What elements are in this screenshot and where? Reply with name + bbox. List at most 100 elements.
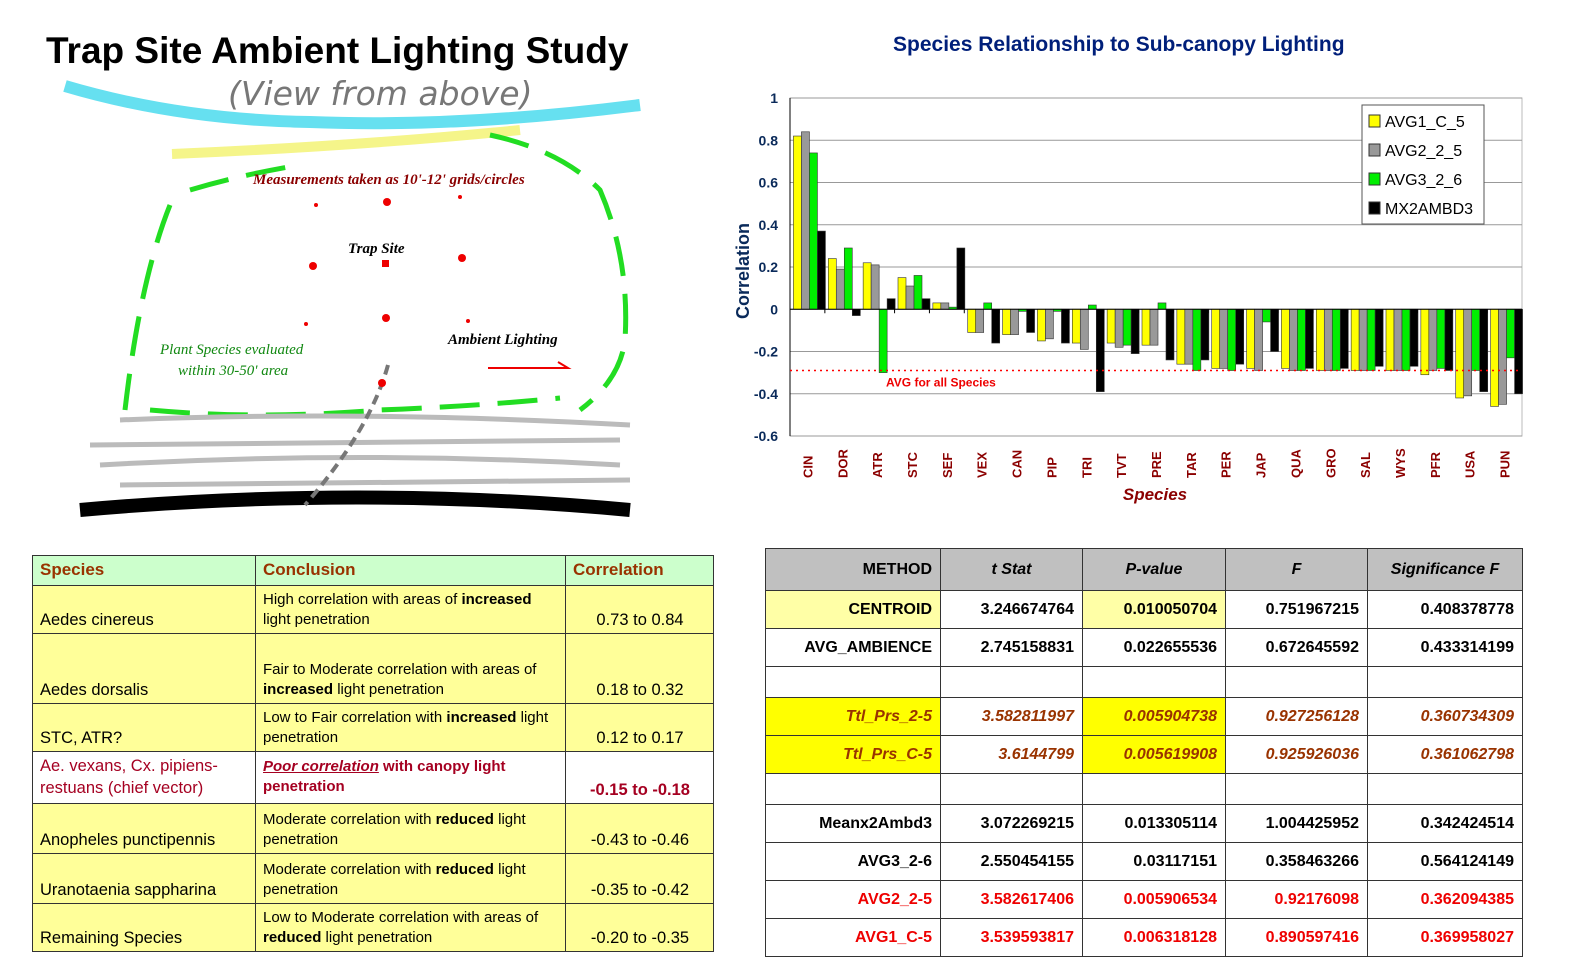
conclusion-text: Low to Moderate correlation with areas o… bbox=[263, 909, 539, 926]
table-row: Ttl_Prs_C-5 3.6144799 0.005619908 0.9259260… bbox=[765, 735, 1523, 774]
bar-avg3-2-6-atr bbox=[878, 308, 888, 373]
x-tick-label: SAL bbox=[1358, 452, 1373, 478]
bar-avg2-2-5-sal bbox=[1358, 308, 1368, 371]
bar-avg1-c-5-qua bbox=[1281, 308, 1290, 369]
bar-mx2ambd3-tri bbox=[1095, 308, 1105, 392]
bar-avg2-2-5-cin bbox=[801, 131, 810, 310]
correlation-cell: -0.15 to -0.18 bbox=[565, 751, 714, 804]
p-value-cell: 0.022655536 bbox=[1082, 628, 1226, 667]
table-header-row: Species Conclusion Correlation bbox=[32, 555, 714, 586]
ambient-lighting-label: Ambient Lighting bbox=[448, 332, 558, 348]
species-cell: Aedes dorsalis bbox=[32, 633, 256, 704]
bar-avg2-2-5-stc bbox=[905, 285, 915, 310]
conclusion-cell: Poor correlation with canopy light penet… bbox=[255, 751, 566, 804]
bar-mx2ambd3-can bbox=[1026, 308, 1035, 333]
bar-avg1-c-5-vex bbox=[967, 308, 977, 333]
bar-avg2-2-5-vex bbox=[975, 308, 985, 333]
empty-cell bbox=[1082, 666, 1226, 698]
bar-avg2-2-5-dor bbox=[835, 268, 845, 310]
bar-mx2ambd3-gro bbox=[1339, 308, 1349, 369]
road-edge bbox=[79, 490, 631, 517]
bar-avg1-c-5-wys bbox=[1385, 308, 1395, 371]
method-cell: AVG1_C-5 bbox=[765, 918, 941, 957]
x-tick-label: GRO bbox=[1323, 448, 1338, 478]
chart-title: Species Relationship to Sub-canopy Light… bbox=[893, 33, 1345, 56]
table-row: Anopheles punctipennis Moderate correlat… bbox=[32, 803, 714, 854]
t-stat-cell: 2.745158831 bbox=[940, 628, 1083, 667]
bar-avg1-c-5-can bbox=[1002, 308, 1011, 335]
conclusion-text-end: light penetration bbox=[263, 709, 549, 746]
bar-mx2ambd3-tar bbox=[1200, 308, 1210, 361]
correlation-cell: -0.20 to -0.35 bbox=[565, 903, 714, 952]
legend-label: AVG2_2_5 bbox=[1385, 143, 1462, 160]
x-axis-title: Species bbox=[1123, 485, 1187, 504]
empty-cell bbox=[1225, 666, 1368, 698]
bar-avg3-2-6-vex bbox=[983, 302, 993, 310]
bar-avg2-2-5-pun bbox=[1498, 308, 1507, 405]
bar-avg2-2-5-tri bbox=[1079, 308, 1089, 350]
x-tick-label: PER bbox=[1219, 451, 1234, 478]
bar-avg1-c-5-pre bbox=[1141, 308, 1151, 346]
species-cell: Ae. vexans, Cx. pipiens-restuans (chief … bbox=[32, 751, 256, 804]
bar-mx2ambd3-pfr bbox=[1444, 308, 1454, 371]
bar-avg2-2-5-pfr bbox=[1428, 308, 1438, 371]
conclusion-emphasis: increased bbox=[461, 591, 532, 608]
table-row: Ae. vexans, Cx. pipiens-restuans (chief … bbox=[32, 751, 714, 804]
x-tick-label: CIN bbox=[800, 456, 815, 478]
bar-mx2ambd3-cin bbox=[817, 230, 826, 310]
bar-mx2ambd3-stc bbox=[921, 298, 931, 310]
table-row: Uranotaenia sappharina Moderate correlat… bbox=[32, 853, 714, 904]
conclusion-text-end: light penetration bbox=[263, 611, 370, 628]
bar-mx2ambd3-pun bbox=[1514, 308, 1523, 395]
bar-avg1-c-5-pun bbox=[1490, 308, 1499, 407]
species-cell: Anopheles punctipennis bbox=[32, 803, 256, 854]
y-tick-label: 0.4 bbox=[759, 217, 779, 233]
measurements-note: Measurements taken as 10'-12' grids/circ… bbox=[253, 172, 525, 188]
bar-avg3-2-6-tar bbox=[1192, 308, 1202, 371]
legend-swatch bbox=[1368, 114, 1381, 128]
bar-avg3-2-6-cin bbox=[809, 152, 818, 310]
conclusion-emphasis: increased bbox=[263, 681, 334, 698]
table-row: AVG2_2-5 3.582617406 0.005906534 0.92176098… bbox=[765, 880, 1523, 919]
empty-cell bbox=[1082, 773, 1226, 805]
bar-mx2ambd3-pip bbox=[1061, 308, 1070, 344]
p-value-cell: 0.006318128 bbox=[1082, 918, 1226, 957]
table-row: STC, ATR? Low to Fair correlation with i… bbox=[32, 703, 714, 752]
x-tick-label: JAP bbox=[1254, 452, 1269, 478]
t-stat-cell: 3.582617406 bbox=[940, 880, 1083, 919]
bar-mx2ambd3-wys bbox=[1409, 308, 1419, 367]
conclusion-emphasis: reduced bbox=[435, 811, 494, 828]
bar-avg2-2-5-gro bbox=[1323, 308, 1333, 371]
bar-avg2-2-5-atr bbox=[870, 264, 880, 310]
conclusion-emphasis: reduced bbox=[435, 861, 494, 878]
bar-avg1-c-5-sef bbox=[932, 302, 942, 310]
correlation-cell: -0.43 to -0.46 bbox=[565, 803, 714, 854]
method-cell: AVG3_2-6 bbox=[765, 842, 941, 881]
conclusion-text-end: light penetration bbox=[333, 681, 444, 698]
diagram-drawing bbox=[63, 80, 641, 517]
empty-cell bbox=[765, 773, 941, 805]
legend-swatch bbox=[1368, 201, 1381, 215]
header-significance-f: Significance F bbox=[1367, 548, 1523, 591]
species-cell: Uranotaenia sappharina bbox=[32, 853, 256, 904]
x-tick-label: TVT bbox=[1114, 453, 1129, 478]
x-tick-label: DOR bbox=[835, 449, 850, 479]
shoreline bbox=[171, 125, 521, 159]
bar-mx2ambd3-sal bbox=[1374, 308, 1384, 367]
t-stat-cell: 3.072269215 bbox=[940, 804, 1083, 843]
conclusion-emphasis: increased bbox=[446, 709, 517, 726]
table-row: Aedes dorsalis Fair to Moderate correlat… bbox=[32, 633, 714, 704]
x-tick-label: STC bbox=[905, 451, 920, 478]
y-tick-label: -0.4 bbox=[754, 386, 778, 402]
slide-title: Trap Site Ambient Lighting Study bbox=[46, 30, 629, 71]
bar-avg1-c-5-tri bbox=[1071, 308, 1081, 344]
x-tick-label: CAN bbox=[1010, 450, 1025, 478]
bar-mx2ambd3-atr bbox=[886, 298, 896, 310]
bar-avg3-2-6-jap bbox=[1262, 308, 1271, 323]
f-cell: 1.004425952 bbox=[1225, 804, 1368, 843]
bar-avg1-c-5-stc bbox=[897, 277, 907, 310]
bar-avg1-c-5-sal bbox=[1350, 308, 1360, 371]
conclusion-emphasis: Poor correlation bbox=[263, 758, 379, 775]
plant-note-line1: Plant Species evaluated bbox=[160, 342, 304, 358]
measurement-points bbox=[304, 195, 470, 387]
